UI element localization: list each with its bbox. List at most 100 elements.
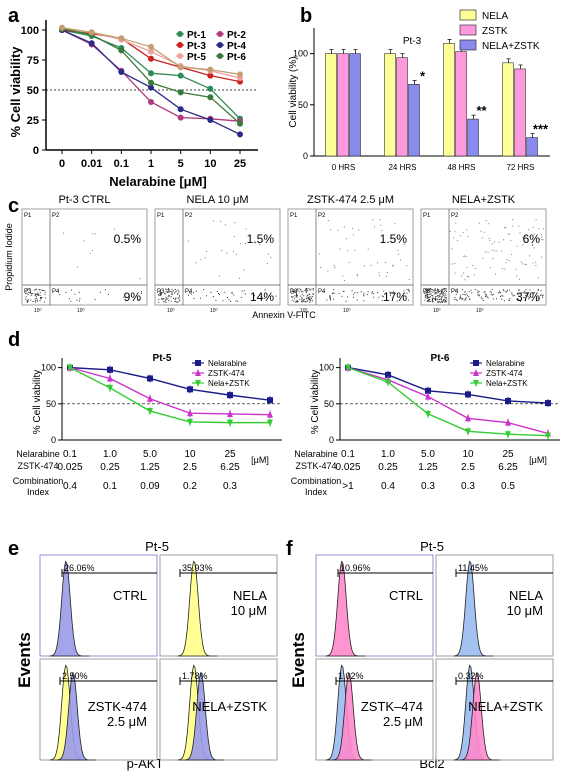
data-point <box>207 94 214 101</box>
flow-event <box>323 291 325 293</box>
flow-event <box>451 248 453 250</box>
flow-event <box>392 293 394 295</box>
flow-event <box>216 290 218 292</box>
flow-event <box>435 300 437 302</box>
flow-event <box>366 293 368 295</box>
flow-event <box>463 299 465 301</box>
flow-event <box>377 292 379 294</box>
flow-event <box>94 233 96 235</box>
x-tick-label: 0.1 <box>114 158 129 170</box>
table-row-label: Nelarabine <box>16 449 60 459</box>
flow-event <box>451 263 453 265</box>
flow-event <box>343 279 345 281</box>
flow-event <box>378 296 380 298</box>
flow-event <box>224 224 226 226</box>
flow-event <box>89 252 91 254</box>
flow-event <box>363 292 365 294</box>
data-point <box>267 410 273 418</box>
flow-event <box>175 291 177 293</box>
flow-event <box>426 294 428 296</box>
flow-event <box>343 226 345 228</box>
flow-event <box>303 301 305 303</box>
legend-marker <box>177 31 183 37</box>
flow-event <box>460 235 462 237</box>
flow-event <box>500 292 502 294</box>
flow-event <box>358 229 360 231</box>
flow-event <box>170 291 172 293</box>
flow-event <box>307 290 309 292</box>
flow-event <box>462 231 464 233</box>
flow-event <box>427 290 429 292</box>
flow-event <box>501 298 503 300</box>
flow-event <box>296 300 298 302</box>
quadrant-label: P3 <box>290 289 298 295</box>
flow-event <box>177 297 179 299</box>
flow-event <box>307 294 309 296</box>
data-point <box>465 428 471 436</box>
histogram-label: 10 μM <box>507 603 543 618</box>
data-point <box>237 71 243 78</box>
flow-event <box>440 292 442 294</box>
flow-event <box>173 292 175 294</box>
flow-event <box>443 288 445 290</box>
flow-event <box>294 295 296 297</box>
flow-event <box>431 301 433 303</box>
flow-event <box>485 295 487 297</box>
flow-event <box>429 289 431 291</box>
flow-event <box>492 258 494 260</box>
flow-event <box>310 298 312 300</box>
flow-event <box>70 289 72 291</box>
flow-event <box>243 290 245 292</box>
flow-event <box>291 296 293 298</box>
quadrant-label: P4 <box>451 289 459 295</box>
flow-event <box>40 296 42 298</box>
flow-event <box>160 298 162 300</box>
flow-event <box>445 297 447 299</box>
flow-event <box>160 292 162 294</box>
flow-event <box>535 264 537 266</box>
histogram-peak <box>453 560 494 657</box>
flow-event <box>296 296 298 298</box>
legend-marker <box>195 380 201 387</box>
flow-event <box>165 296 167 298</box>
gate-percent: 35.93% <box>182 563 213 573</box>
y-tick-label: 50 <box>324 399 334 409</box>
flow-event <box>296 300 298 302</box>
flow-event <box>509 297 511 299</box>
flow-event <box>461 298 463 300</box>
flow-event <box>171 288 173 290</box>
bar <box>408 84 420 157</box>
x-tick-label: 0.01 <box>81 158 102 170</box>
flow-event <box>301 299 303 301</box>
table-cell: 0.1 <box>341 449 355 460</box>
flow-event <box>454 297 456 299</box>
flow-event <box>532 292 534 294</box>
flow-event <box>169 291 171 293</box>
flow-event <box>363 294 365 296</box>
flow-event <box>231 292 233 294</box>
flow-event <box>310 299 312 301</box>
histogram-label: NELA <box>233 588 267 603</box>
flow-event <box>296 301 298 303</box>
flow-event <box>300 295 302 297</box>
flow-event <box>497 292 499 294</box>
flow-event <box>436 298 438 300</box>
flow-event <box>455 293 457 295</box>
flow-event <box>243 269 245 271</box>
flow-event <box>457 240 459 242</box>
flow-event <box>434 298 436 300</box>
flow-event <box>443 290 445 292</box>
flow-event <box>174 300 176 302</box>
flow-event <box>519 232 521 234</box>
flow-event <box>347 250 349 252</box>
flow-event <box>467 236 469 238</box>
flow-event <box>406 289 408 291</box>
quadrant-label: P1 <box>157 213 165 219</box>
flow-event <box>508 299 510 301</box>
flow-event <box>170 300 172 302</box>
flow-event <box>533 233 535 235</box>
flow-event <box>309 298 311 300</box>
flow-event <box>426 292 428 294</box>
flow-event <box>195 290 197 292</box>
flow-event <box>399 259 401 261</box>
